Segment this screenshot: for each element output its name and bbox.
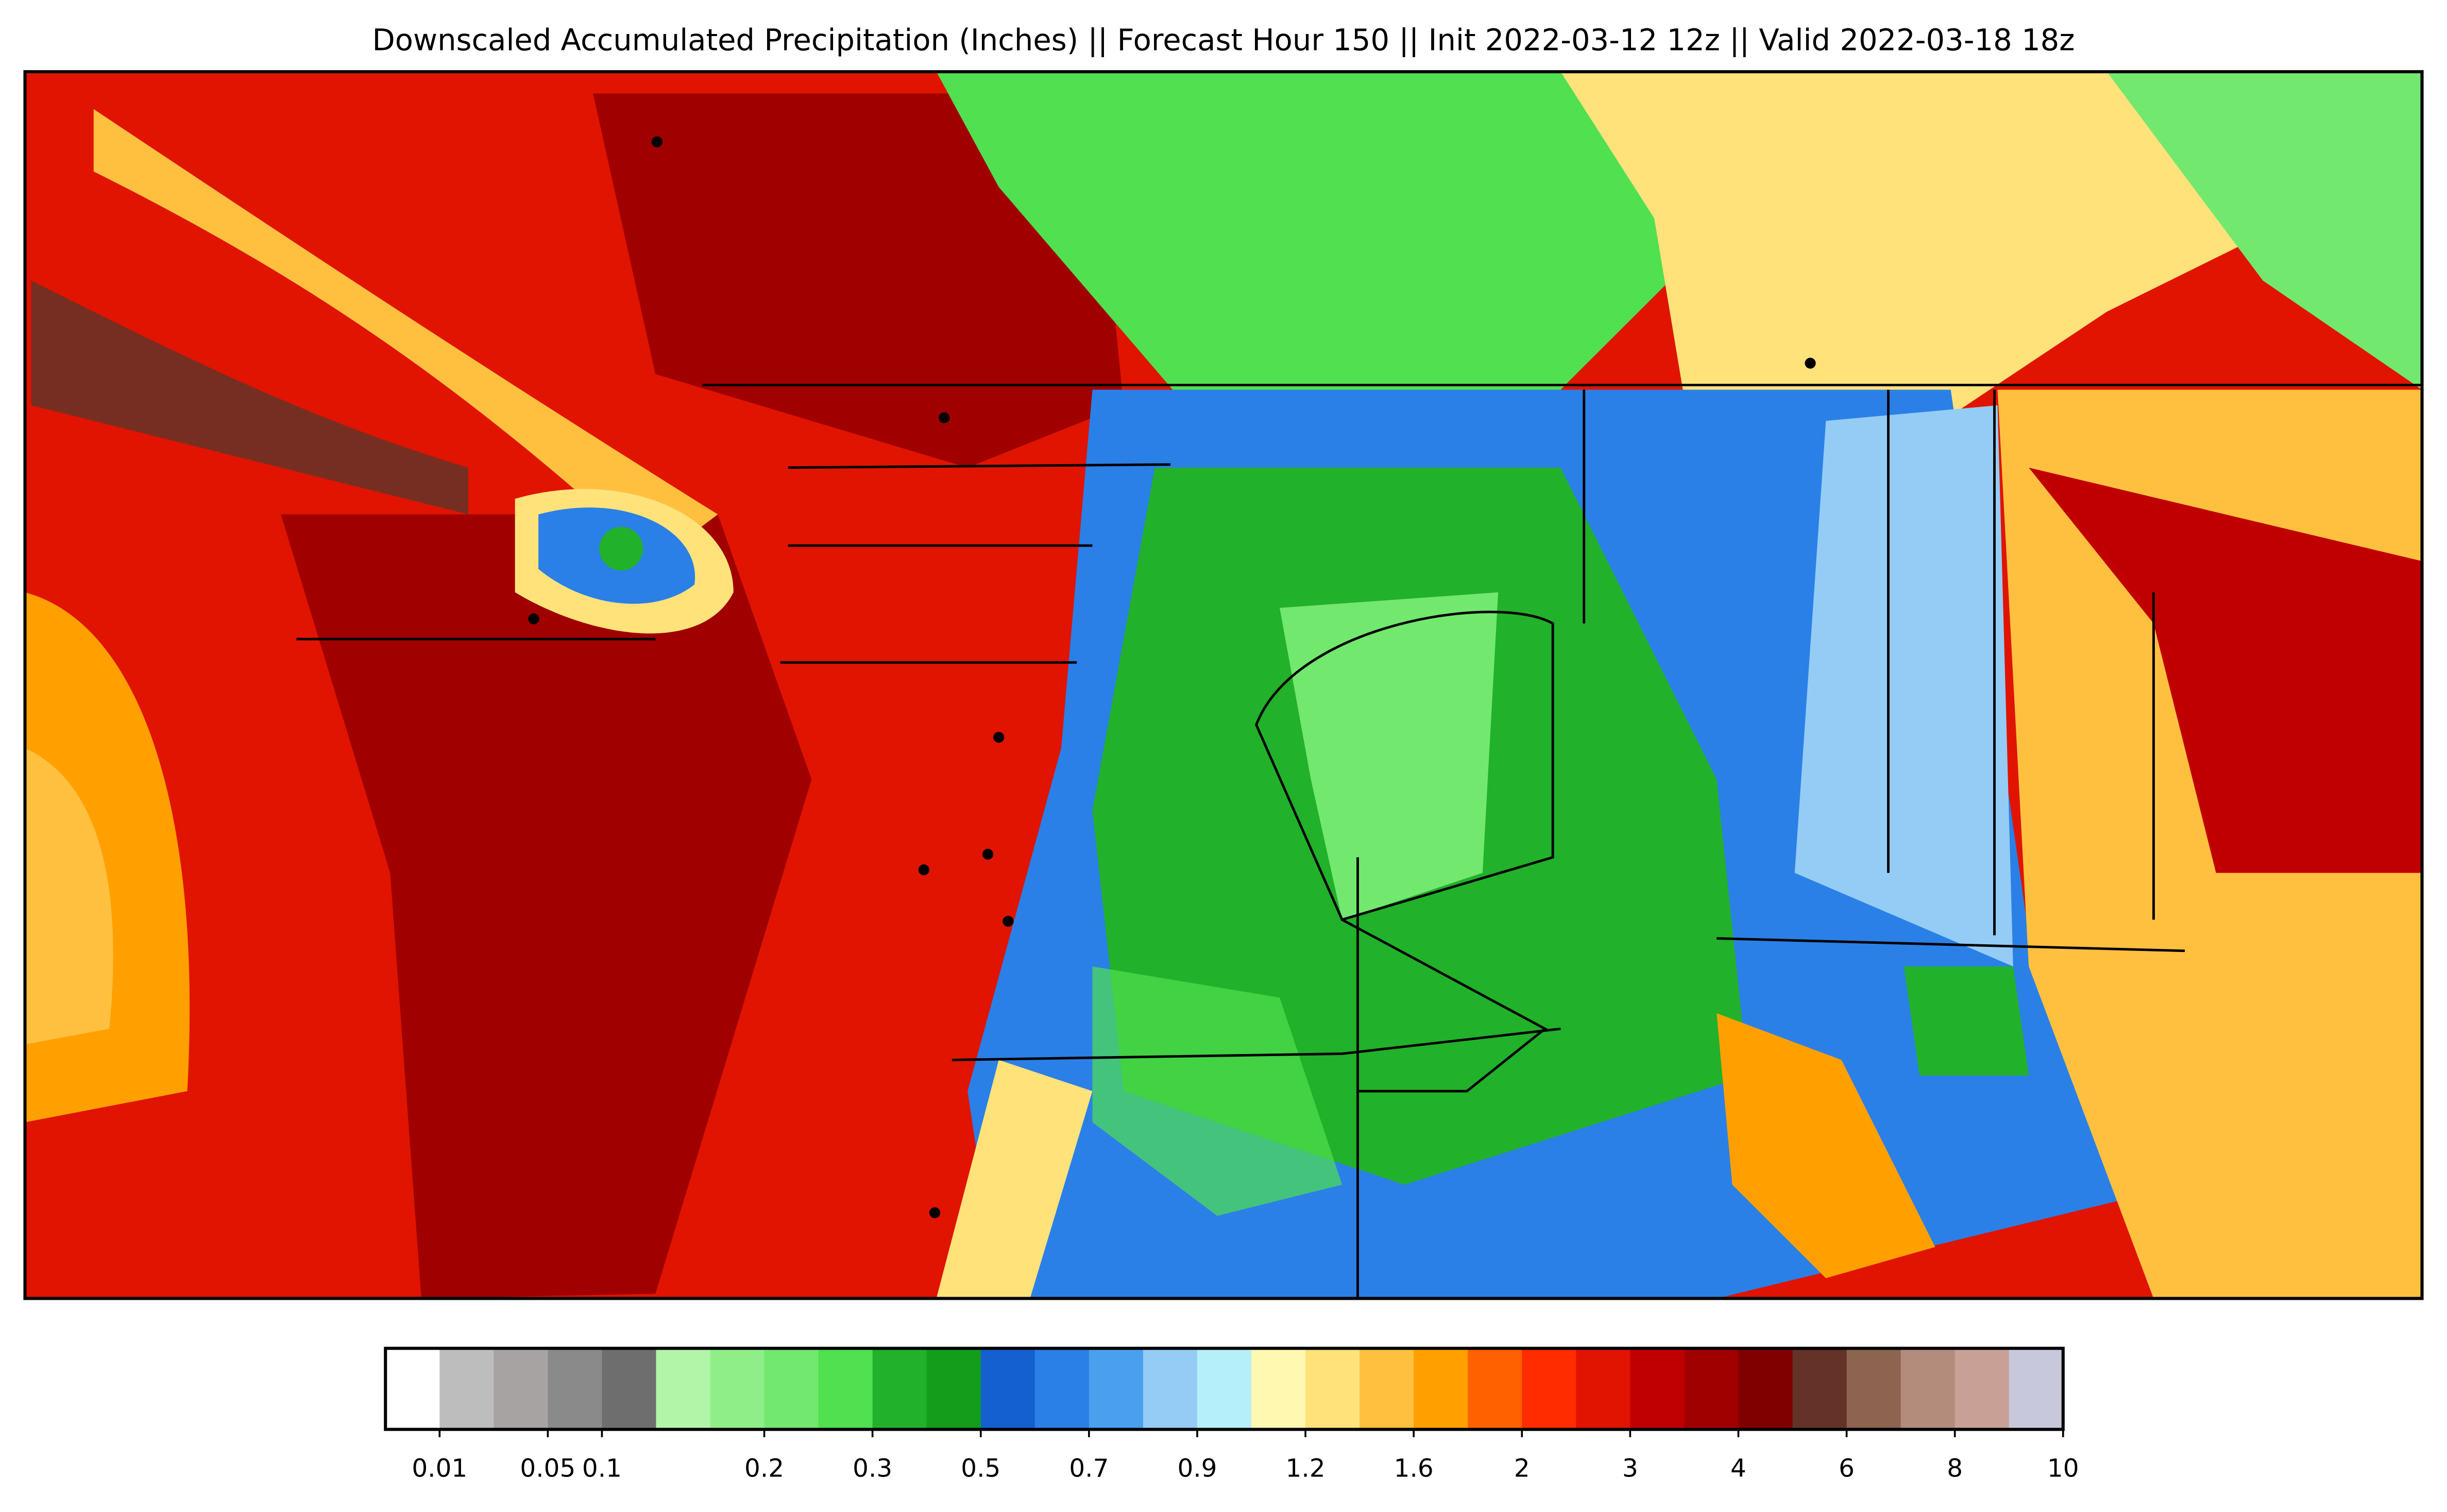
colorbar-swatch [656,1348,711,1430]
colorbar-swatch [1738,1348,1793,1430]
colorbar-swatch [926,1348,981,1430]
colorbar-swatch [1792,1348,1847,1430]
colorbar-tick-label: 0.3 [853,1454,892,1483]
colorbar-tick-label: 10 [2047,1454,2079,1483]
colorbar-tick-label: 1.6 [1394,1454,1434,1483]
colorbar-swatch [548,1348,603,1430]
colorbar-swatch [1955,1348,2010,1430]
colorbar-swatch [1089,1348,1144,1430]
colorbar-swatch [872,1348,927,1430]
colorbar-tick-label: 4 [1730,1454,1746,1483]
title: Downscaled Accumulated Precipitation (In… [372,23,2075,57]
colorbar-swatch [710,1348,765,1430]
colorbar: 0.01 0.05 0.1 0.2 0.3 0.5 0.7 0.9 1.2 1.6 2 3 4 6 8 10 [384,1347,2079,1483]
colorbar-swatch [1360,1348,1415,1430]
colorbar-tick-label: 0.2 [744,1454,784,1483]
colorbar-tick-label: 0.1 [582,1454,622,1483]
colorbar-swatch [1684,1348,1739,1430]
colorbar-swatch [980,1348,1035,1430]
map-frame [23,70,2424,1300]
colorbar-swatch [2009,1348,2064,1430]
colorbar-swatch [1846,1348,1901,1430]
colorbar-swatch [1576,1348,1631,1430]
colorbar-swatch [764,1348,819,1430]
colorbar-swatch [439,1348,495,1430]
colorbar-tick-label: 0.01 [412,1454,467,1483]
colorbar-swatch [1197,1348,1252,1430]
colorbar-swatch [602,1348,657,1430]
colorbar-tick-label: 1.2 [1286,1454,1326,1483]
colorbar-tick-label: 0.9 [1177,1454,1217,1483]
colorbar-swatch [1305,1348,1361,1430]
colorbar-swatch [1522,1348,1577,1430]
colorbar-swatch [1034,1348,1090,1430]
colorbar-swatch [1468,1348,1523,1430]
colorbar-tick-label: 6 [1839,1454,1855,1483]
colorbar-tick-label: 0.5 [961,1454,1000,1483]
colorbar-swatch [1251,1348,1306,1430]
map [25,72,2422,1299]
colorbar-swatch [1900,1348,1956,1430]
colorbar-swatch [818,1348,873,1430]
colorbar-swatch [1630,1348,1685,1430]
colorbar-swatch [1414,1348,1469,1430]
colorbar-tick-label: 0.05 [520,1454,575,1483]
colorbar-tick-label: 3 [1622,1454,1638,1483]
colorbar-tick-label: 0.7 [1069,1454,1109,1483]
colorbar-tick-label: 2 [1514,1454,1530,1483]
colorbar-swatch [385,1348,440,1430]
colorbar-swatch [1143,1348,1198,1430]
colorbar-frame [384,1347,2065,1431]
colorbar-swatch [494,1348,549,1430]
colorbar-tick-label: 8 [1947,1454,1963,1483]
